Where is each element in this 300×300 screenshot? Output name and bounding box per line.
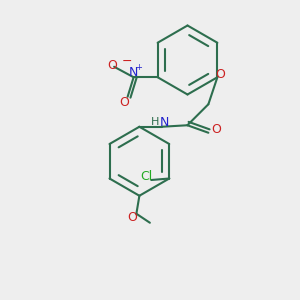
Text: −: − (122, 55, 132, 68)
Text: O: O (108, 59, 118, 72)
Text: O: O (211, 123, 221, 136)
Text: O: O (120, 96, 130, 109)
Text: H: H (151, 117, 159, 127)
Text: O: O (215, 68, 225, 81)
Text: Cl: Cl (141, 170, 153, 184)
Text: O: O (127, 211, 137, 224)
Text: +: + (135, 63, 142, 72)
Text: N: N (129, 66, 138, 79)
Text: N: N (160, 116, 170, 129)
